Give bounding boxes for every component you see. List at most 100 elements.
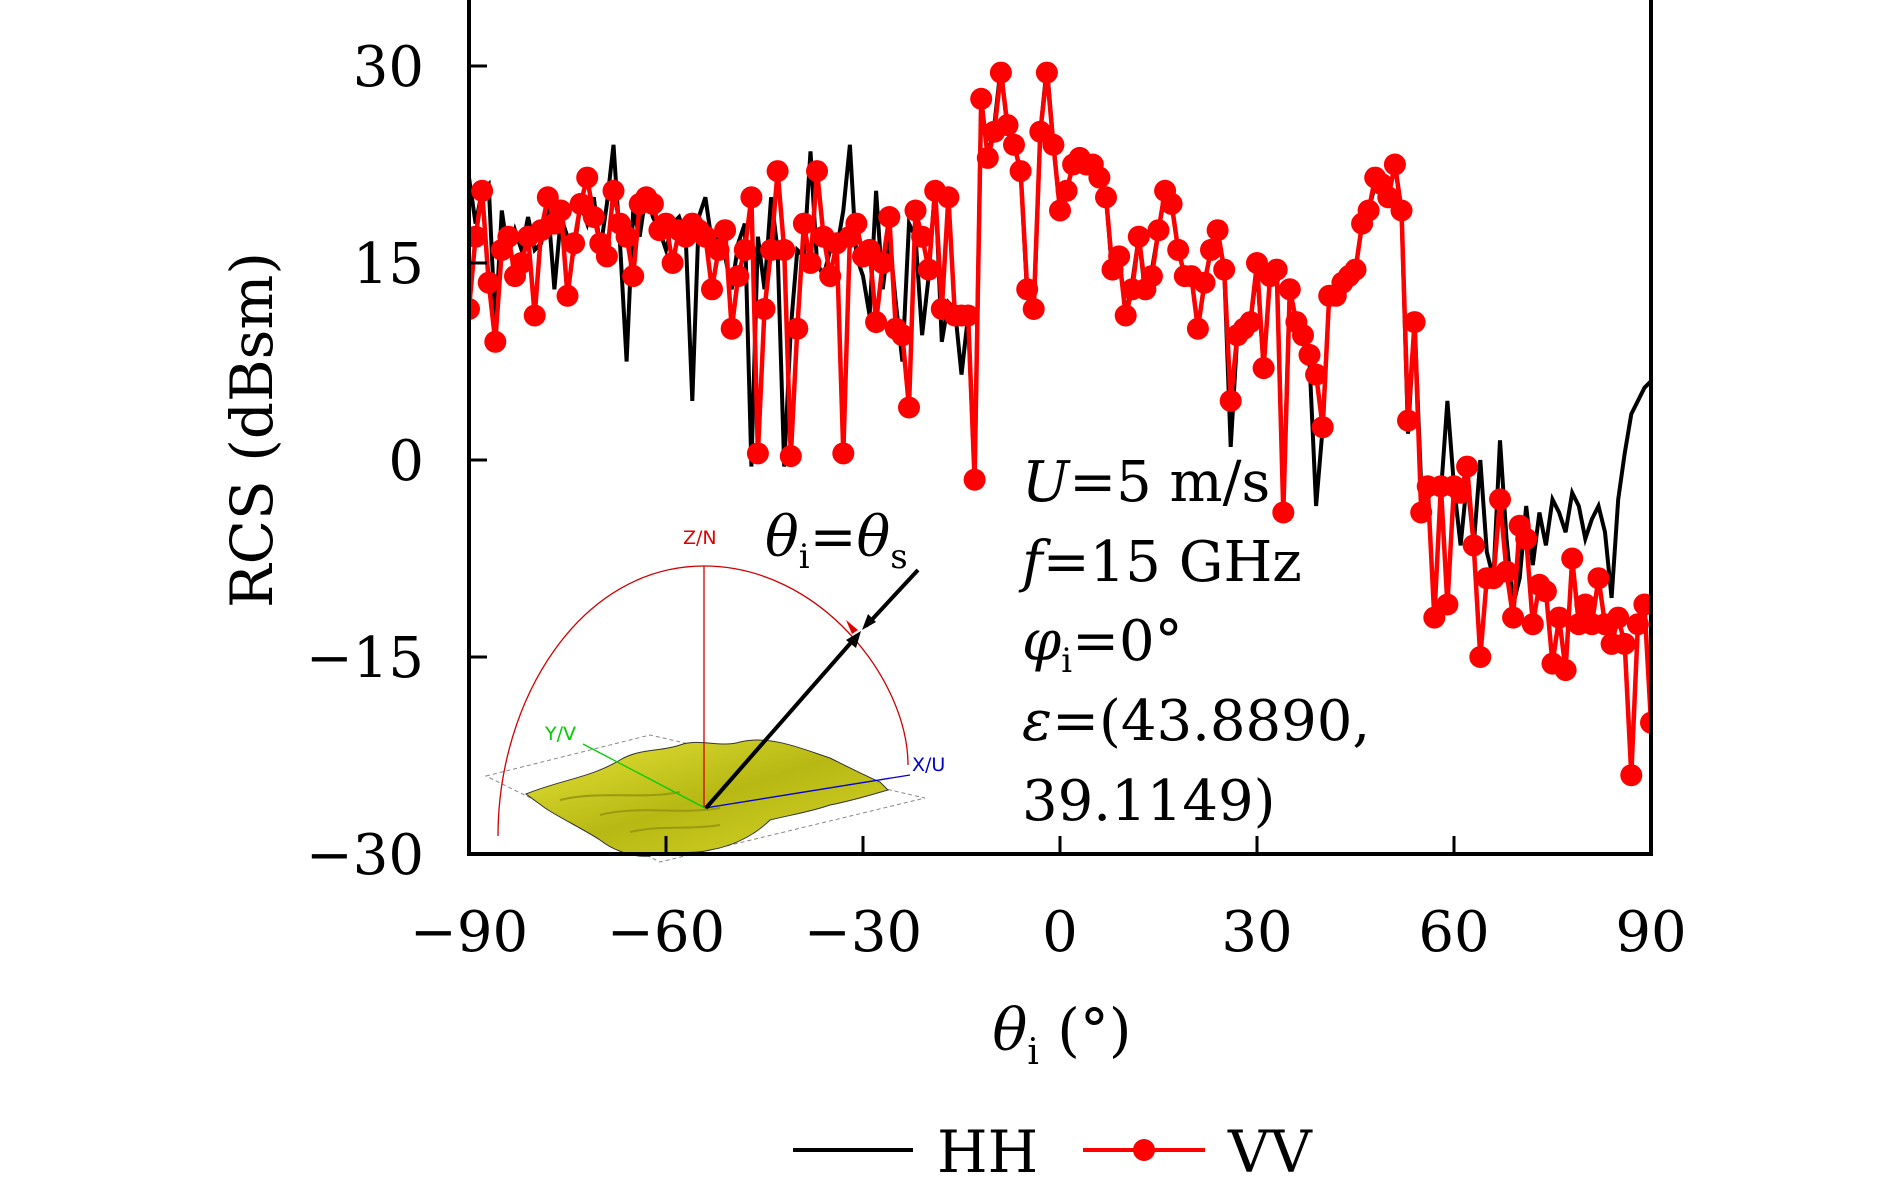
data-point-vv bbox=[898, 396, 920, 419]
inset-surface-ripples bbox=[559, 791, 721, 833]
inset-ground-plane bbox=[484, 734, 926, 863]
x-axis-title: θi (°) bbox=[992, 996, 1131, 1073]
inset-equation: θi=θs bbox=[765, 505, 908, 577]
data-point-vv bbox=[845, 212, 868, 235]
data-point-vv bbox=[1620, 764, 1643, 787]
y-tick-label: 15 bbox=[353, 232, 424, 297]
data-point-vv bbox=[576, 166, 599, 189]
x-tick-label: 60 bbox=[1418, 900, 1489, 965]
data-point-vv bbox=[1626, 613, 1649, 636]
data-point-vv bbox=[1515, 527, 1538, 550]
data-point-vv bbox=[1613, 632, 1636, 655]
data-point-vv bbox=[1521, 613, 1544, 636]
x-tick-label: 30 bbox=[1221, 900, 1292, 965]
data-point-vv bbox=[1114, 304, 1137, 327]
x-tick-label: −30 bbox=[804, 900, 922, 965]
data-point-vv bbox=[1200, 238, 1222, 261]
inset-z-label: Z/N bbox=[683, 527, 717, 549]
data-point-vv bbox=[819, 265, 842, 288]
data-point-vv bbox=[891, 324, 914, 347]
data-point-vv bbox=[1607, 606, 1630, 629]
data-point-vv bbox=[1055, 179, 1078, 202]
data-point-vv bbox=[792, 212, 815, 235]
data-point-vv bbox=[615, 225, 638, 248]
legend: HH VV bbox=[793, 1118, 1313, 1178]
data-point-vv bbox=[753, 298, 776, 320]
series-vv bbox=[469, 61, 1651, 787]
data-point-vv bbox=[510, 252, 533, 274]
data-point-vv bbox=[1272, 501, 1295, 524]
data-point-vv bbox=[1574, 593, 1597, 616]
data-point-vv bbox=[602, 179, 625, 202]
data-point-vv bbox=[714, 219, 737, 242]
data-point-vv bbox=[1186, 317, 1209, 340]
data-point-vv bbox=[1403, 311, 1426, 334]
data-point-vv bbox=[799, 252, 822, 274]
annotation-permittivity: ε=(43.8890, bbox=[1022, 689, 1370, 754]
data-point-vv bbox=[1633, 593, 1651, 616]
data-point-vv bbox=[733, 238, 756, 261]
data-point-vv bbox=[1193, 271, 1216, 294]
x-tick-label: 0 bbox=[1042, 900, 1078, 965]
data-point-vv bbox=[1311, 416, 1334, 439]
data-point-vv bbox=[1534, 580, 1557, 603]
data-point-vv bbox=[1265, 258, 1288, 281]
inset-incident-arrow bbox=[864, 568, 920, 628]
data-point-vv bbox=[746, 442, 769, 465]
y-axis-title: RCS (dBsm) bbox=[218, 252, 286, 608]
data-point-vv bbox=[766, 160, 789, 183]
x-tick-label: −60 bbox=[607, 900, 725, 965]
data-point-vv bbox=[1127, 225, 1150, 248]
legend-vv-label: VV bbox=[1227, 1118, 1313, 1178]
data-point-vv bbox=[701, 278, 723, 301]
data-point-vv bbox=[1016, 278, 1039, 301]
data-point-vv bbox=[773, 238, 796, 261]
data-point-vv bbox=[1022, 298, 1045, 320]
legend-hh-label: HH bbox=[937, 1118, 1038, 1178]
data-point-vv bbox=[720, 317, 743, 340]
y-tick-label: 30 bbox=[353, 35, 424, 100]
data-point-vv bbox=[469, 225, 487, 248]
data-point-vv bbox=[1410, 501, 1433, 524]
y-tick-label: −30 bbox=[306, 823, 424, 888]
data-point-vv bbox=[484, 330, 507, 353]
data-point-vv bbox=[1213, 258, 1236, 281]
annotation-azimuth: φi=0° bbox=[1022, 609, 1183, 681]
data-point-vv bbox=[970, 87, 993, 110]
data-point-vv bbox=[1278, 278, 1301, 301]
data-point-vv bbox=[1252, 357, 1275, 380]
data-point-vv bbox=[917, 258, 940, 281]
x-tick-label: 90 bbox=[1615, 900, 1686, 965]
inset-sea-surface bbox=[524, 739, 889, 857]
data-point-vv bbox=[865, 311, 888, 334]
annotation-permittivity-cont: 39.1149) bbox=[1022, 769, 1275, 834]
data-point-vv bbox=[1383, 153, 1406, 176]
inset-x-label: X/U bbox=[912, 754, 945, 776]
data-point-vv bbox=[1206, 219, 1229, 242]
data-point-vv bbox=[1344, 258, 1367, 281]
data-point-vv bbox=[806, 160, 828, 183]
data-point-vv bbox=[1003, 133, 1025, 156]
data-point-vv bbox=[549, 199, 572, 222]
data-point-vv bbox=[1035, 61, 1058, 84]
data-point-vv bbox=[727, 265, 750, 288]
data-point-vv bbox=[1147, 219, 1170, 242]
data-point-vv bbox=[477, 271, 500, 294]
inset-y-label: Y/V bbox=[544, 723, 576, 745]
data-point-vv bbox=[1095, 186, 1117, 209]
data-point-vv bbox=[1009, 160, 1032, 183]
data-point-vv bbox=[904, 199, 927, 222]
data-point-vv bbox=[1390, 199, 1413, 222]
annotation-wind-speed: U=5 m/s bbox=[1022, 450, 1270, 515]
data-point-vv bbox=[1561, 547, 1584, 570]
data-point-vv bbox=[622, 265, 645, 288]
data-point-vv bbox=[1462, 534, 1485, 557]
data-point-vv bbox=[1298, 343, 1321, 366]
data-point-vv bbox=[976, 146, 999, 169]
data-point-vv bbox=[1469, 646, 1492, 668]
data-point-vv bbox=[1292, 324, 1314, 347]
data-point-vv bbox=[1554, 659, 1577, 682]
data-point-vv bbox=[779, 445, 802, 468]
data-point-vv bbox=[1640, 711, 1651, 734]
